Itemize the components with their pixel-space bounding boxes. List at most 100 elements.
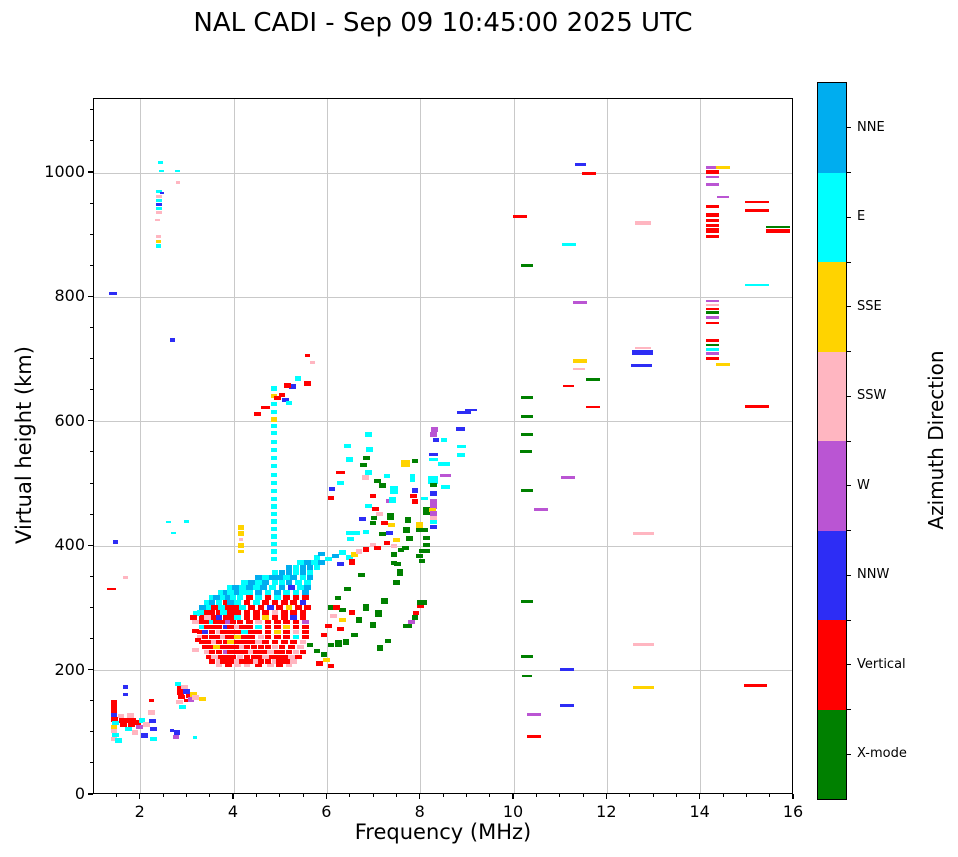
data-point	[337, 561, 344, 567]
data-point	[227, 659, 234, 664]
data-point	[208, 600, 216, 605]
colorbar-category-label: SSE	[857, 298, 882, 314]
colorbar-segment	[818, 172, 846, 262]
data-point	[222, 625, 230, 630]
y-minor-tick	[90, 762, 93, 764]
data-point	[192, 695, 199, 700]
data-point	[299, 615, 307, 620]
data-point	[633, 686, 655, 690]
data-point	[220, 635, 227, 640]
data-point	[274, 595, 281, 600]
gridline-x	[326, 99, 328, 793]
x-major-tick	[325, 794, 327, 799]
data-point	[270, 504, 278, 509]
data-point	[705, 183, 719, 186]
colorbar-category-label: Vertical	[857, 656, 906, 672]
data-point	[184, 520, 189, 524]
data-point	[705, 234, 719, 238]
data-point	[297, 560, 304, 565]
y-minor-tick	[90, 451, 93, 453]
data-point	[243, 600, 251, 605]
x-tick-label: 4	[227, 802, 239, 821]
colorbar-segment	[818, 620, 846, 710]
data-point	[201, 635, 209, 640]
data-point	[346, 555, 353, 560]
data-point	[141, 733, 148, 738]
data-point	[264, 590, 272, 595]
data-point	[234, 635, 241, 640]
y-minor-tick	[90, 575, 93, 577]
data-point	[274, 395, 281, 400]
data-point	[255, 575, 262, 580]
data-point	[299, 570, 307, 575]
gridline-y	[94, 421, 792, 423]
data-point	[211, 625, 218, 630]
data-point	[178, 694, 185, 700]
x-major-tick	[232, 794, 234, 799]
y-minor-tick	[90, 731, 93, 733]
data-point	[302, 595, 309, 600]
data-point	[406, 536, 413, 542]
data-point	[328, 487, 336, 492]
data-point	[110, 712, 118, 718]
data-point	[320, 652, 328, 657]
data-point	[705, 175, 719, 179]
plot-area	[93, 98, 793, 794]
data-point	[215, 650, 223, 655]
data-point	[397, 548, 405, 553]
x-tick-label: 8	[414, 802, 425, 821]
x-tick-label: 2	[134, 802, 145, 821]
data-point	[225, 605, 232, 610]
data-point	[438, 461, 450, 466]
data-point	[229, 620, 237, 625]
data-point	[267, 605, 274, 610]
data-point	[118, 718, 126, 723]
data-point	[173, 730, 181, 735]
x-minor-tick	[115, 794, 117, 797]
gridline-y	[94, 296, 792, 298]
data-point	[521, 599, 533, 603]
data-point	[284, 383, 291, 388]
data-point	[225, 595, 232, 600]
data-point	[411, 459, 419, 464]
data-point	[270, 464, 278, 469]
data-point	[281, 615, 288, 620]
data-point	[158, 169, 165, 172]
data-point	[243, 610, 251, 615]
gridline-x	[513, 99, 515, 793]
data-point	[248, 650, 255, 655]
data-point	[456, 453, 465, 457]
colorbar-segment	[818, 441, 846, 531]
data-point	[705, 303, 719, 307]
data-point	[150, 737, 157, 742]
data-point	[344, 443, 351, 448]
data-point	[270, 455, 278, 461]
data-point	[705, 343, 719, 347]
data-point	[220, 620, 227, 625]
data-point	[348, 610, 356, 615]
data-point	[432, 437, 440, 443]
data-point	[110, 704, 118, 710]
data-point	[211, 654, 218, 660]
data-point	[218, 590, 225, 595]
y-minor-tick	[90, 202, 93, 204]
data-point	[344, 586, 351, 591]
x-axis-label: Frequency (MHz)	[354, 820, 532, 844]
data-point	[110, 737, 118, 742]
data-point	[234, 650, 241, 655]
data-point	[246, 585, 253, 590]
data-point	[262, 610, 269, 615]
data-point	[278, 650, 286, 655]
data-point	[705, 170, 719, 174]
data-point	[389, 496, 396, 503]
data-point	[255, 640, 262, 645]
data-point	[260, 650, 267, 655]
data-point	[199, 625, 206, 630]
data-point	[337, 626, 344, 632]
data-point	[227, 600, 234, 605]
data-point	[366, 447, 373, 452]
data-point	[243, 654, 251, 660]
data-point	[234, 615, 241, 620]
data-point	[248, 630, 255, 635]
data-point	[439, 474, 452, 477]
